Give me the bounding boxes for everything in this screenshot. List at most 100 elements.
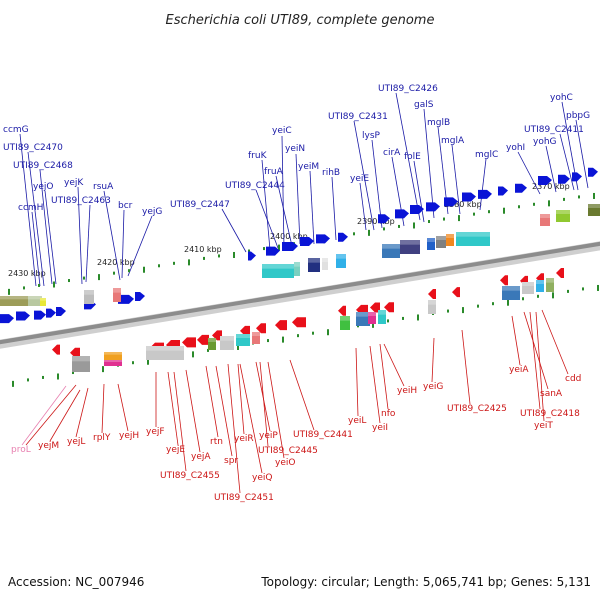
scale-tick <box>8 288 10 295</box>
feature-box-highlight <box>28 296 42 300</box>
label-leader-line <box>371 139 383 229</box>
gene-label-yeiP: yeiP <box>259 431 278 441</box>
scale-label-2400: 2400 kbp <box>270 232 308 241</box>
label-leader-line <box>529 311 541 410</box>
feature-box-highlight <box>336 254 346 259</box>
feature-box <box>456 232 490 246</box>
forward-gene-arrow <box>316 234 330 244</box>
feature-box-highlight <box>556 210 570 214</box>
label-leader-lines <box>19 92 589 494</box>
gene-label-mglC: mglC <box>475 150 498 160</box>
gene-label-fruK: fruK <box>248 151 268 161</box>
label-leader-line <box>395 92 421 221</box>
label-leader-line <box>275 175 293 247</box>
feature-box-highlight <box>113 288 121 293</box>
feature-box <box>308 258 320 272</box>
feature-box <box>502 286 520 300</box>
feature-box-highlight <box>208 338 216 342</box>
gene-label-UTI89_C2441: UTI89_C2441 <box>293 430 353 440</box>
label-leader-line <box>25 384 77 446</box>
gene-label-UTI89_C2425: UTI89_C2425 <box>447 404 507 414</box>
feature-box-highlight <box>456 232 490 237</box>
label-leader-line <box>75 387 89 438</box>
scale-label-2380: 2380 kbp <box>444 200 482 209</box>
scale-tick <box>522 297 524 301</box>
feature-box <box>378 310 386 324</box>
gene-label-UTI89_C2418: UTI89_C2418 <box>520 409 580 419</box>
feature-box-highlight <box>356 312 370 317</box>
gene-label-yeiN: yeiN <box>285 144 305 154</box>
label-leader-line <box>185 369 201 453</box>
scale-tick <box>233 251 235 258</box>
reverse-gene-arrow <box>52 344 60 355</box>
label-leader-line <box>575 119 589 189</box>
label-leader-line <box>331 176 337 241</box>
forward-gene-arrow <box>444 197 458 207</box>
label-leader-line <box>237 363 245 435</box>
gene-label-yeiI: yeiI <box>372 423 388 433</box>
feature-box <box>540 214 550 226</box>
gene-label-nfo: nfo <box>381 409 396 419</box>
scale-tick <box>563 197 565 201</box>
label-leader-line <box>355 347 359 417</box>
scale-tick <box>458 215 460 222</box>
feature-box-highlight <box>427 238 435 242</box>
label-leader-line <box>239 363 263 474</box>
scale-tick <box>203 256 205 260</box>
scale-tick <box>552 292 554 299</box>
reverse-gene-arrow <box>384 302 394 313</box>
gene-label-rplY: rplY <box>93 433 111 443</box>
label-leader-line <box>267 361 285 459</box>
feature-box-highlight <box>522 282 534 286</box>
label-leader-line <box>423 108 435 219</box>
feature-box <box>340 316 350 330</box>
feature-box <box>104 360 122 366</box>
forward-gene-arrow <box>410 204 424 214</box>
forward-gene-arrow <box>0 314 14 324</box>
label-leader-line <box>117 383 129 432</box>
feature-box <box>336 254 346 268</box>
scale-tick <box>413 222 415 229</box>
reverse-gene-arrow <box>428 289 436 300</box>
scale-tick <box>27 378 29 382</box>
label-leader-line <box>77 186 83 285</box>
forward-gene-arrow <box>588 167 598 177</box>
gene-label-cdd: cdd <box>565 374 581 384</box>
label-leader-line <box>127 215 153 277</box>
scale-tick <box>372 321 374 328</box>
feature-box <box>428 300 436 314</box>
gene-label-pbpG: pbpG <box>566 111 590 121</box>
scale-tick <box>327 329 329 336</box>
feature-box <box>252 332 260 344</box>
label-leader-line <box>359 182 367 231</box>
scale-tick <box>72 371 74 375</box>
feature-box <box>236 334 250 346</box>
gene-label-yohC: yohC <box>550 93 573 103</box>
gene-label-UTI89_C2451: UTI89_C2451 <box>214 493 274 503</box>
forward-gene-arrow <box>46 308 56 318</box>
scale-tick <box>593 192 595 199</box>
scale-tick <box>473 212 475 216</box>
label-leader-line <box>103 190 121 281</box>
label-leader-line <box>535 311 545 422</box>
label-leader-line <box>221 208 247 253</box>
label-leader-line <box>309 170 315 245</box>
forward-gene-arrow <box>118 294 134 304</box>
feature-box-highlight <box>382 244 400 249</box>
scale-tick <box>398 224 400 228</box>
scale-tick <box>237 343 239 350</box>
gene-label-UTI89_C2447: UTI89_C2447 <box>170 200 230 210</box>
scale-tick <box>297 334 299 338</box>
scale-tick <box>507 299 509 306</box>
reverse-gene-arrow <box>452 287 460 298</box>
scale-tick <box>353 232 355 236</box>
scale-tick <box>102 366 104 373</box>
feature-box <box>356 312 370 326</box>
feature-box <box>427 238 435 250</box>
scale-tick <box>68 279 70 283</box>
feature-box-highlight <box>446 234 454 238</box>
feature-box-highlight <box>0 296 28 300</box>
scale-tick <box>207 348 209 352</box>
forward-gene-arrow <box>282 241 298 251</box>
gene-label-UTI89_C2445: UTI89_C2445 <box>258 446 318 456</box>
